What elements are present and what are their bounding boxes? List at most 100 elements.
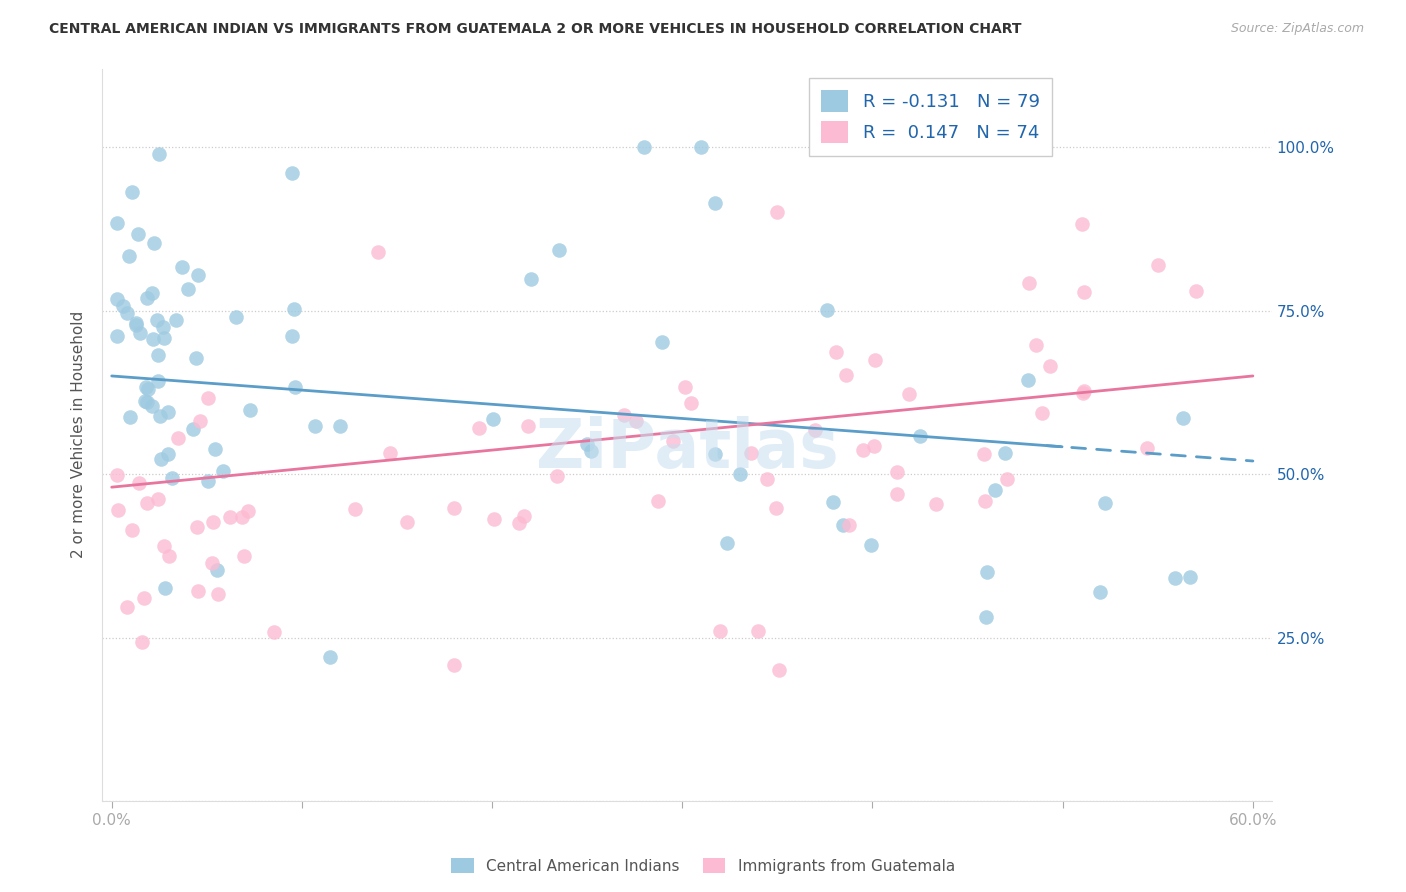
Point <box>860 538 883 552</box>
Point <box>146 492 169 507</box>
Point <box>976 565 998 579</box>
Point <box>118 249 141 263</box>
Point <box>284 380 307 394</box>
Point <box>135 379 157 393</box>
Point <box>149 409 172 423</box>
Point <box>546 469 568 483</box>
Point <box>197 391 219 405</box>
Point <box>1017 373 1039 387</box>
Point <box>129 326 152 340</box>
Point <box>1185 284 1208 298</box>
Point <box>716 535 738 549</box>
Point <box>575 437 598 451</box>
Point <box>1039 359 1062 374</box>
Point <box>367 244 389 259</box>
Point <box>107 293 129 307</box>
Point <box>127 227 149 241</box>
Point <box>239 403 262 417</box>
Text: ZiPatlas: ZiPatlas <box>536 417 838 483</box>
Point <box>910 429 932 443</box>
Point <box>165 313 187 327</box>
Point <box>704 447 727 461</box>
Point <box>121 185 143 199</box>
Point <box>1018 276 1040 290</box>
Point <box>690 140 713 154</box>
Point <box>132 591 155 606</box>
Point <box>1031 406 1053 420</box>
Point <box>128 475 150 490</box>
Point <box>768 663 790 677</box>
Point <box>378 446 401 460</box>
Point <box>579 443 602 458</box>
Point <box>482 412 505 426</box>
Point <box>1171 411 1194 425</box>
Point <box>207 587 229 601</box>
Point <box>153 540 176 554</box>
Point <box>136 382 159 396</box>
Point <box>187 268 209 283</box>
Point <box>825 345 848 359</box>
Point <box>148 146 170 161</box>
Point <box>204 442 226 457</box>
Point <box>1025 338 1047 352</box>
Point <box>838 518 860 533</box>
Point <box>186 520 208 534</box>
Point <box>1073 384 1095 398</box>
Point <box>1071 217 1094 231</box>
Point <box>765 500 787 515</box>
Point <box>547 244 569 258</box>
Point <box>233 549 256 563</box>
Point <box>862 439 884 453</box>
Point <box>150 452 173 467</box>
Point <box>188 414 211 428</box>
Point <box>107 503 129 517</box>
Point <box>118 410 141 425</box>
Point <box>329 419 352 434</box>
Point <box>704 196 727 211</box>
Point <box>823 495 845 509</box>
Point <box>681 396 703 410</box>
Point <box>170 260 193 274</box>
Point <box>1073 285 1095 300</box>
Point <box>513 508 536 523</box>
Point <box>131 635 153 649</box>
Point <box>863 353 886 368</box>
Point <box>1164 570 1187 584</box>
Point <box>107 468 129 483</box>
Point <box>995 472 1018 486</box>
Point <box>184 351 207 366</box>
Point <box>396 515 419 529</box>
Point <box>121 523 143 537</box>
Point <box>633 140 655 154</box>
Point <box>508 516 530 530</box>
Point <box>134 393 156 408</box>
Point <box>730 467 752 482</box>
Point <box>1178 570 1201 584</box>
Point <box>146 312 169 326</box>
Point <box>661 434 683 449</box>
Point <box>1071 385 1094 400</box>
Point <box>319 650 342 665</box>
Point <box>157 549 180 563</box>
Point <box>107 328 129 343</box>
Point <box>484 512 506 526</box>
Point <box>624 414 647 428</box>
Point <box>125 316 148 330</box>
Point <box>925 497 948 511</box>
Point <box>115 600 138 615</box>
Legend: Central American Indians, Immigrants from Guatemala: Central American Indians, Immigrants fro… <box>444 852 962 880</box>
Point <box>709 624 731 638</box>
Point <box>181 422 204 436</box>
Point <box>142 332 165 346</box>
Point <box>994 445 1017 459</box>
Point <box>153 582 176 596</box>
Point <box>212 464 235 478</box>
Y-axis label: 2 or more Vehicles in Household: 2 or more Vehicles in Household <box>72 311 86 558</box>
Point <box>804 423 827 437</box>
Point <box>973 447 995 461</box>
Point <box>281 328 304 343</box>
Point <box>974 610 997 624</box>
Text: CENTRAL AMERICAN INDIAN VS IMMIGRANTS FROM GUATEMALA 2 OR MORE VEHICLES IN HOUSE: CENTRAL AMERICAN INDIAN VS IMMIGRANTS FR… <box>49 22 1022 37</box>
Point <box>344 501 367 516</box>
Point <box>1146 258 1168 272</box>
